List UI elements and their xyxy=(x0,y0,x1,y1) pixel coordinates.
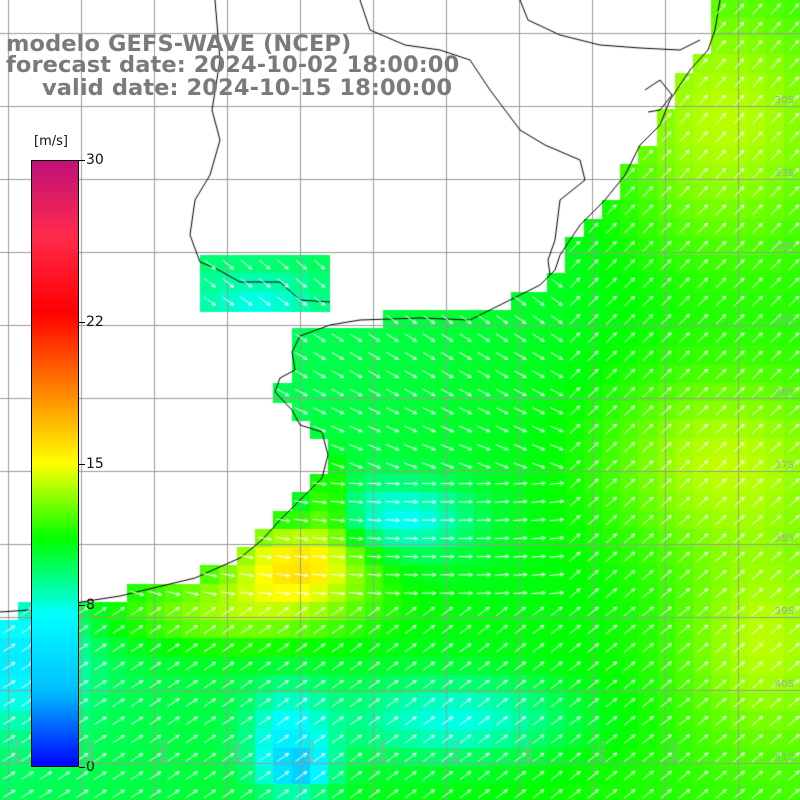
longitude-label: 52W xyxy=(668,740,679,763)
longitude-label: 56W xyxy=(376,740,387,763)
longitude-label: 59W xyxy=(157,740,168,763)
longitude-label: 54W xyxy=(522,740,533,763)
colorbar-tick-label: 15 xyxy=(86,455,104,472)
colorbar-tick-mark xyxy=(79,321,85,323)
valid-date-label: valid date: 2024-10-15 18:00:00 xyxy=(42,75,453,101)
latitude-label: 40S xyxy=(774,679,794,690)
colorbar xyxy=(31,160,79,767)
forecast-date-label: forecast date: 2024-10-02 18:00:00 xyxy=(6,52,460,78)
longitude-label: 53W xyxy=(595,740,606,763)
colorbar-tick-mark xyxy=(79,160,85,161)
latitude-label: 36S xyxy=(774,387,794,398)
colorbar-unit-label: [m/s] xyxy=(34,134,68,149)
colorbar-tick-mark xyxy=(79,767,85,768)
latitude-label: 38S xyxy=(774,533,794,544)
longitude-label: 60W xyxy=(84,740,95,763)
longitude-label: 58W xyxy=(230,740,241,763)
latitude-label: 33S xyxy=(774,168,794,179)
colorbar-tick-label: 30 xyxy=(86,152,104,168)
colorbar-tick-mark xyxy=(79,463,85,465)
latitude-label: 35S xyxy=(774,314,794,325)
colorbar-tick-label: 0 xyxy=(86,759,95,775)
latitude-label: 30S xyxy=(774,95,794,106)
latitude-label: 34S xyxy=(774,241,794,252)
longitude-label: 57W xyxy=(303,740,314,763)
colorbar-tick-label: 8 xyxy=(86,597,95,614)
colorbar-tick-mark xyxy=(79,605,85,607)
longitude-label: 55W xyxy=(449,740,460,763)
latitude-label: 37S xyxy=(774,460,794,471)
longitude-label: 61W xyxy=(11,740,22,763)
model-title: modelo GEFS-WAVE (NCEP) xyxy=(6,31,352,57)
latitude-label: 39S xyxy=(774,606,794,617)
colorbar-tick-label: 22 xyxy=(86,313,104,330)
latitude-label: 41S xyxy=(774,752,794,763)
